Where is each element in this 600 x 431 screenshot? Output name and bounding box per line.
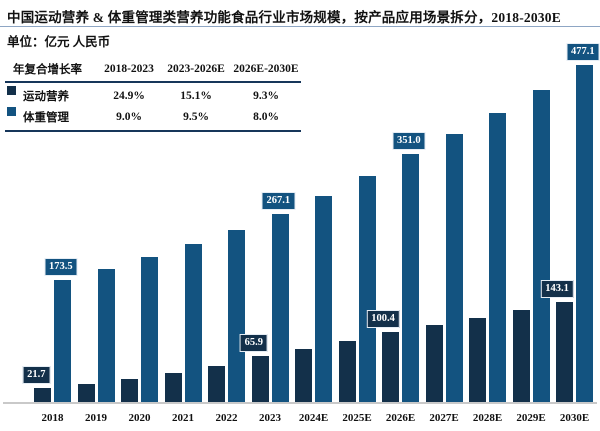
bar-group-2023: 65.9 267.1 2023	[239, 65, 296, 424]
cagr-value: 24.9%	[113, 89, 145, 102]
bar-value-label: 143.1	[540, 279, 574, 298]
bar-group-2025E: 2025E	[338, 65, 376, 424]
x-axis-label-2020: 2020	[128, 412, 151, 424]
bar-group-2019: 2019	[77, 65, 115, 424]
bar-weight-management-2026E: 351.0	[392, 132, 426, 403]
bar-weight-management-2027E	[445, 134, 463, 403]
cagr-corner-label: 年复合增长率	[13, 64, 82, 76]
x-axis-label-2019: 2019	[85, 412, 107, 424]
x-axis-label-2018: 2018	[41, 412, 64, 424]
bar-sports-nutrition-2021	[164, 373, 182, 403]
bar-sports-nutrition-2023: 65.9	[239, 334, 269, 403]
x-axis-label-2025E: 2025E	[342, 412, 372, 424]
cagr-value: 9.3%	[253, 89, 279, 102]
bar-weight-management-2023: 267.1	[261, 191, 296, 403]
bar-group-2024E: 2024E	[295, 65, 332, 424]
bar-sports-nutrition-2026E: 100.4	[366, 309, 400, 403]
bar-value-label: 477.1	[566, 43, 600, 61]
bar-weight-management-2022	[228, 229, 245, 403]
bar-value-label: 267.1	[261, 191, 296, 210]
cagr-value: 8.0%	[253, 110, 279, 123]
cagr-value: 9.5%	[183, 110, 209, 123]
bar-sports-nutrition-2029E	[512, 310, 530, 403]
bar-group-2027E: 2027E	[425, 65, 463, 424]
x-axis-label-2022: 2022	[215, 412, 238, 424]
cagr-row-label: 运动营养	[5, 86, 97, 105]
bar-sports-nutrition-2019	[77, 383, 95, 403]
bar-sports-nutrition-2018: 21.7	[22, 365, 51, 403]
series-name: 运动营养	[23, 91, 69, 103]
cagr-table-row: 运动营养 24.9% 15.1% 9.3%	[5, 85, 301, 106]
bar-value-label: 100.4	[366, 309, 400, 328]
cagr-table-body: 运动营养 24.9% 15.1% 9.3% 体重管理 9.0% 9.5% 8.0%	[5, 83, 301, 132]
x-axis-label-2029E: 2029E	[516, 412, 546, 424]
cagr-table-header: 年复合增长率 2018-2023 2023-2026E 2026E-2030E	[5, 57, 301, 83]
bar-sports-nutrition-2030E: 143.1	[540, 279, 574, 403]
bar-group-2022: 2022	[208, 65, 245, 424]
cagr-period-header: 2026E-2030E	[233, 63, 299, 75]
x-axis-label-2027E: 2027E	[429, 412, 459, 424]
bar-sports-nutrition-2028E	[469, 318, 486, 403]
bar-value-label: 65.9	[239, 334, 268, 353]
chart-title: 中国运动营养 & 体重管理类营养功能食品行业市场规模，按产品应用场景拆分，201…	[7, 10, 561, 25]
bar-weight-management-2029E	[532, 89, 550, 403]
unit-label: 单位：亿元 人民币	[7, 35, 111, 49]
x-axis-label-2021: 2021	[172, 412, 194, 424]
x-axis-label-2026E: 2026E	[385, 412, 416, 424]
bar-plot-area: 21.7 173.5 2018 2019 2020 2021 2022 65.9 267.1 20…	[22, 43, 600, 424]
cagr-table-row: 体重管理 9.0% 9.5% 8.0%	[5, 106, 301, 127]
bar-value-label: 21.7	[22, 365, 51, 384]
legend-swatch-icon	[7, 86, 16, 95]
bar-weight-management-2025E	[358, 176, 376, 403]
bar-weight-management-2028E	[489, 113, 506, 403]
cagr-value: 9.0%	[116, 110, 142, 123]
x-axis-label-2028E: 2028E	[472, 412, 503, 424]
bar-weight-management-2018: 173.5	[44, 258, 78, 403]
cagr-period-header: 2018-2023	[104, 63, 154, 75]
bar-weight-management-2021	[184, 243, 202, 403]
x-axis-label-2030E: 2030E	[559, 412, 590, 424]
cagr-legend-table: 年复合增长率 2018-2023 2023-2026E 2026E-2030E 运动营…	[5, 57, 301, 132]
bar-sports-nutrition-2027E	[425, 325, 443, 403]
cagr-value: 15.1%	[180, 89, 212, 102]
x-axis-label-2023: 2023	[259, 412, 281, 424]
cagr-row-label: 体重管理	[5, 107, 97, 126]
cagr-period-header: 2023-2026E	[167, 63, 225, 75]
bar-weight-management-2030E: 477.1	[566, 43, 600, 403]
bar-group-2018: 21.7 173.5 2018	[22, 65, 78, 424]
bar-group-2029E: 2029E	[512, 65, 550, 424]
bar-group-2020: 2020	[121, 65, 158, 424]
bar-group-2030E: 143.1 477.1 2030E	[540, 43, 600, 424]
bar-group-2021: 2021	[164, 65, 202, 424]
bar-weight-management-2024E	[315, 195, 332, 403]
bar-value-label: 351.0	[392, 132, 426, 151]
bar-sports-nutrition-2020	[121, 379, 138, 403]
bar-sports-nutrition-2022	[208, 365, 225, 403]
bar-group-2026E: 100.4 351.0 2026E	[366, 65, 426, 424]
legend-swatch-icon	[7, 107, 16, 116]
series-name: 体重管理	[23, 112, 69, 124]
title-divider	[0, 26, 600, 27]
x-axis-label-2024E: 2024E	[298, 412, 329, 424]
bar-value-label: 173.5	[44, 258, 78, 277]
bar-group-2028E: 2028E	[469, 65, 506, 424]
bar-sports-nutrition-2024E	[295, 349, 312, 403]
bar-sports-nutrition-2025E	[338, 341, 356, 403]
x-axis-line	[3, 402, 597, 404]
bar-weight-management-2020	[141, 257, 158, 403]
bar-weight-management-2019	[97, 269, 115, 403]
